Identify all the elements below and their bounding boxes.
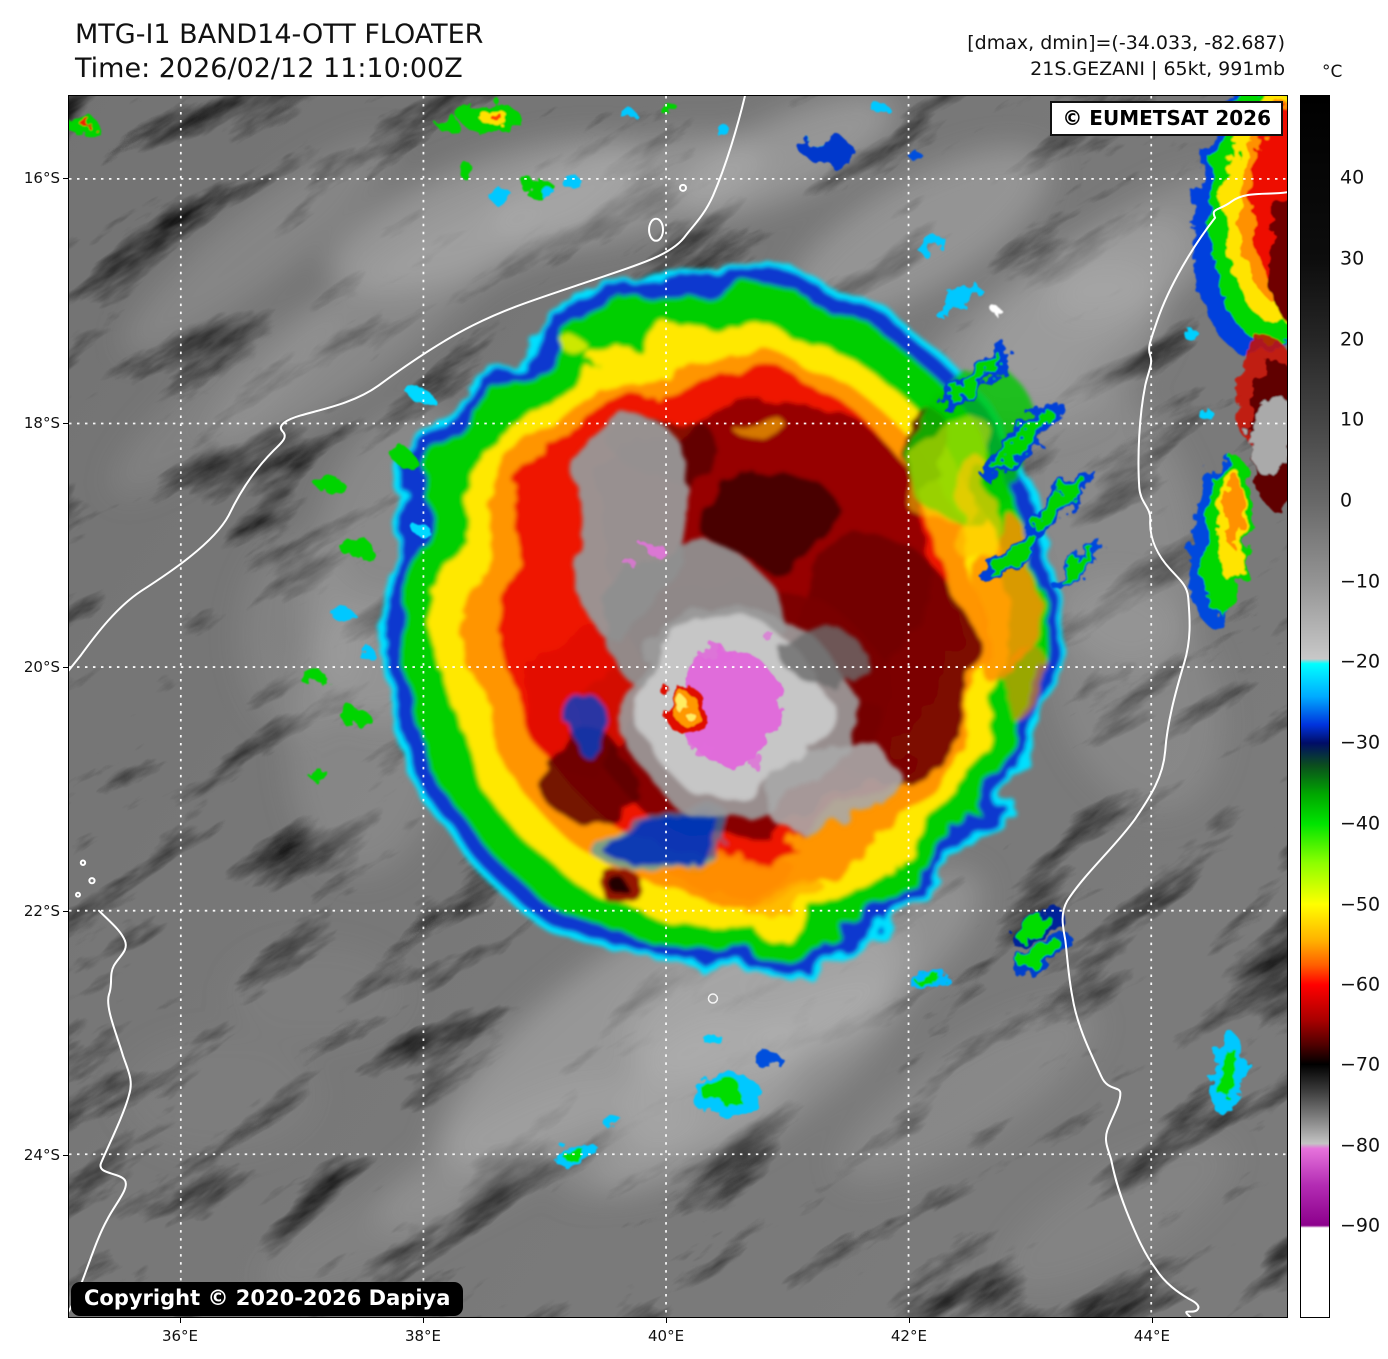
- lat-tick-label: 20°S: [23, 657, 60, 676]
- colorbar-tick-label: 10: [1340, 408, 1365, 431]
- lat-tick-mark: [63, 423, 68, 425]
- satellite-scene: [69, 96, 1287, 1317]
- eye-hot-spot: [666, 686, 706, 736]
- lon-tick-mark: [179, 1318, 182, 1323]
- colorbar-tick-label: −20: [1340, 651, 1381, 674]
- colorbar-tick-label: 40: [1340, 166, 1365, 189]
- colorbar-gradient: [1300, 95, 1330, 1318]
- copyright-badge: Copyright © 2020-2026 Dapiya: [71, 1282, 464, 1316]
- overshooting-tops-magenta: [624, 542, 781, 769]
- lat-tick-label: 24°S: [23, 1145, 60, 1164]
- lon-tick-mark: [423, 1318, 425, 1323]
- colorbar-tick-label: −60: [1340, 973, 1381, 996]
- lat-tick-label: 22°S: [23, 901, 60, 920]
- coastline-africa-north: [69, 96, 746, 672]
- lon-tick-mark: [908, 1318, 911, 1323]
- product-title: MTG-I1 BAND14-OTT FLOATER: [75, 19, 484, 50]
- lon-tick-label: 38°E: [404, 1327, 442, 1345]
- lat-tick-mark: [63, 1154, 68, 1157]
- lat-tick-mark: [63, 666, 68, 669]
- small-ring-marker: [707, 993, 719, 1004]
- lon-tick-label: 42°E: [890, 1327, 927, 1345]
- storm-annotation: 21S.GEZANI | 65kt, 991mb: [1030, 58, 1285, 80]
- title-block: MTG-I1 BAND14-OTT FLOATER Time: 2026/02/…: [75, 18, 483, 86]
- provider-credit-badge: © EUMETSAT 2026: [1050, 101, 1283, 136]
- colorbar-tick-label: −80: [1340, 1134, 1381, 1157]
- lon-tick-label: 36°E: [161, 1327, 199, 1345]
- lat-tick-label: 16°S: [23, 169, 60, 188]
- coastal-islet-icon: [678, 183, 687, 192]
- lon-tick-mark: [1151, 1318, 1154, 1323]
- coastline-africa-south: [69, 909, 132, 1313]
- graticule-gridlines: [69, 96, 1287, 1317]
- lat-tick-mark: [63, 910, 68, 913]
- colorbar-tick-label: −10: [1340, 570, 1381, 593]
- colorbar-tick-label: 20: [1340, 328, 1365, 351]
- lon-tick-label: 40°E: [647, 1327, 685, 1345]
- colorbar-tick-label: −30: [1340, 731, 1381, 754]
- product-time: Time: 2026/02/12 11:10:00Z: [75, 53, 463, 84]
- colorbar-tick-label: −50: [1340, 893, 1381, 916]
- annotation-block: [dmax, dmin]=(-34.033, -82.687) 21S.GEZA…: [967, 30, 1285, 82]
- scattered-convection-blobs: [69, 101, 1245, 1166]
- dminmax-annotation: [dmax, dmin]=(-34.033, -82.687): [967, 32, 1285, 54]
- colorbar-tick-label: 0: [1340, 489, 1353, 512]
- island-icon: [74, 891, 81, 898]
- island-icon: [88, 877, 96, 885]
- lat-tick-label: 18°S: [23, 414, 60, 432]
- lat-tick-mark: [63, 178, 68, 180]
- colorbar-tick-label: 30: [1340, 247, 1365, 270]
- colorbar-tick-label: −70: [1340, 1053, 1381, 1076]
- coastline-madagascar: [1061, 191, 1287, 1317]
- lon-tick-mark: [666, 1318, 668, 1323]
- coastal-lagoon-icon: [648, 217, 665, 242]
- colorbar-tick-label: −40: [1340, 812, 1381, 835]
- island-icon: [79, 859, 87, 866]
- outflow-cirrus-fingers: [920, 236, 1103, 591]
- lon-tick-label: 44°E: [1133, 1327, 1170, 1345]
- colorbar-tick-label: −90: [1340, 1214, 1381, 1237]
- colorbar-unit-label: °C: [1322, 62, 1343, 82]
- northeast-convection-cluster: [1178, 96, 1287, 625]
- satellite-map: © EUMETSAT 2026 Copyright © 2020-2026 Da…: [68, 95, 1288, 1318]
